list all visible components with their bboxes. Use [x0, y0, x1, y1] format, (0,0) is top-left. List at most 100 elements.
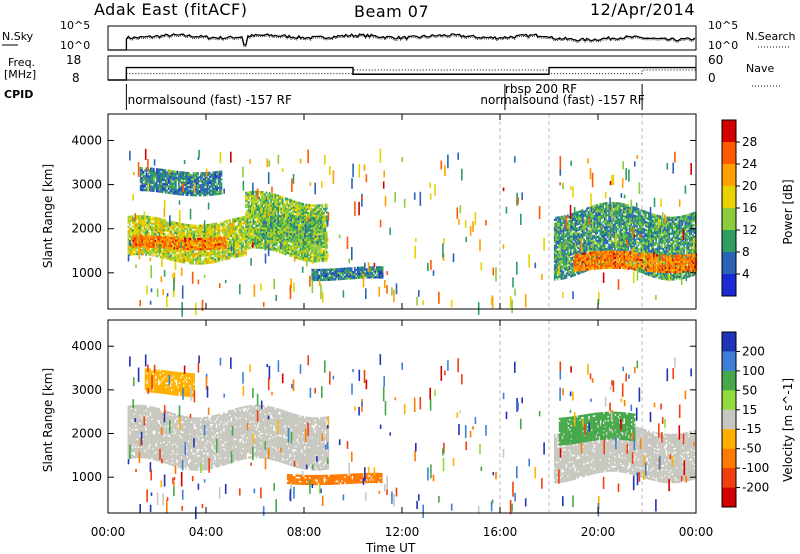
data-cell	[287, 236, 290, 239]
data-cell	[271, 204, 274, 208]
data-cell	[249, 220, 252, 224]
data-cell	[240, 246, 243, 249]
data-cell	[245, 231, 247, 234]
data-cell	[167, 225, 169, 229]
data-cell	[558, 250, 560, 253]
data-cell	[186, 251, 188, 255]
data-cell	[226, 219, 228, 223]
data-cell	[245, 239, 247, 242]
data-cell	[271, 242, 274, 245]
data-cell	[220, 229, 222, 232]
data-cell	[279, 201, 281, 204]
data-cell	[326, 241, 328, 244]
data-cell	[217, 224, 219, 227]
data-cell	[306, 224, 309, 228]
data-cell	[237, 241, 240, 244]
data-cell	[561, 215, 563, 219]
data-cell	[243, 218, 246, 221]
data-cell	[207, 239, 209, 243]
data-cell	[154, 222, 156, 226]
freq-label: Freq.	[8, 56, 35, 69]
data-cell	[232, 218, 234, 221]
data-cell	[145, 175, 148, 178]
data-cell	[161, 252, 163, 255]
data-cell	[214, 250, 216, 253]
data-cell	[153, 171, 155, 175]
data-cell	[234, 245, 237, 248]
data-cell	[355, 272, 358, 276]
data-cell	[252, 238, 255, 241]
data-cell	[189, 245, 192, 249]
data-cell	[169, 246, 171, 250]
data-cell	[318, 241, 321, 244]
data-cell	[299, 226, 302, 229]
data-cell	[211, 223, 213, 226]
data-cell	[320, 229, 322, 232]
data-cell	[254, 240, 256, 243]
data-cell	[183, 223, 186, 226]
data-cell	[230, 230, 233, 234]
data-cell	[568, 220, 571, 223]
data-cell	[183, 233, 186, 236]
data-cell	[243, 249, 246, 253]
data-cell	[261, 229, 263, 232]
data-cell	[281, 224, 284, 227]
beam-label: Beam 07	[354, 2, 429, 21]
data-cell	[255, 204, 258, 207]
data-cell	[233, 232, 235, 235]
data-cell	[172, 190, 174, 193]
data-cell	[309, 227, 312, 230]
data-cell	[258, 198, 260, 202]
data-cell	[290, 213, 293, 216]
data-cell	[218, 253, 221, 256]
data-cell	[146, 219, 149, 222]
data-cell	[299, 224, 302, 227]
data-cell	[160, 236, 162, 239]
data-cell	[553, 264, 556, 267]
data-cell	[268, 221, 271, 224]
data-cell	[365, 268, 368, 271]
data-cell	[167, 257, 169, 260]
data-cell	[220, 243, 223, 246]
data-cell	[144, 185, 146, 188]
data-cell	[162, 226, 165, 230]
data-cell	[239, 246, 241, 249]
data-cell	[210, 243, 212, 246]
data-cell	[160, 186, 162, 189]
data-cell	[280, 209, 283, 212]
data-cell	[215, 260, 218, 263]
data-cell	[145, 189, 148, 192]
data-cell	[151, 232, 153, 235]
data-cell	[217, 249, 219, 253]
data-cell	[242, 244, 244, 247]
data-cell	[249, 199, 252, 202]
data-cell	[139, 238, 141, 242]
data-cell	[270, 202, 272, 205]
data-cell	[189, 226, 191, 229]
data-cell	[270, 208, 272, 211]
data-cell	[295, 246, 297, 249]
data-cell	[224, 228, 227, 231]
data-cell	[265, 235, 268, 238]
data-cell	[217, 226, 219, 229]
data-cell	[280, 233, 283, 236]
data-cell	[237, 237, 240, 240]
data-cell	[292, 201, 294, 205]
data-cell	[301, 234, 303, 237]
data-cell	[137, 221, 140, 224]
data-cell	[170, 187, 173, 191]
data-cell	[150, 241, 152, 244]
data-cell	[170, 191, 173, 195]
data-cell	[268, 223, 271, 226]
data-cell	[306, 226, 309, 230]
data-cell	[314, 210, 316, 213]
data-cell	[194, 243, 196, 247]
data-cell	[170, 189, 173, 193]
data-cell	[201, 252, 203, 255]
data-cell	[276, 228, 278, 231]
data-cell	[234, 247, 237, 250]
data-cell	[148, 215, 150, 219]
data-cell	[315, 212, 318, 215]
data-cell	[267, 203, 269, 207]
data-cell	[323, 249, 325, 252]
